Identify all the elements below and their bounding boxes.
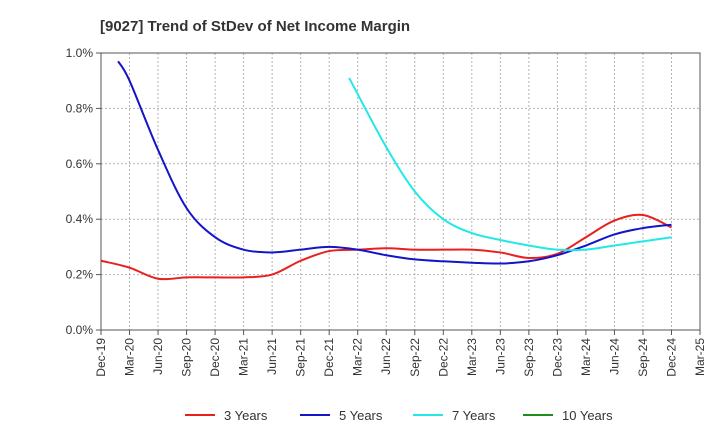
series-lines [100,60,672,281]
grid [101,52,700,330]
y-tick-label: 0.4% [66,212,94,226]
chart-title: [9027] Trend of StDev of Net Income Marg… [100,18,410,35]
x-tick-label: Dec-21 [322,338,336,377]
x-axis-ticks: Dec-19 Mar-20 Jun-20 Sep-20 Dec-20 Mar-21 Jun-… [94,330,707,377]
y-tick-label: 1.0% [66,46,94,60]
x-tick-label: Mar-21 [237,338,251,376]
x-tick-label: Mar-25 [693,338,707,376]
x-tick-label: Jun-22 [379,338,393,375]
x-tick-label: Sep-24 [636,338,650,377]
x-tick-label: Mar-20 [123,338,137,376]
legend: 3 Years 5 Years 7 Years 10 Years [185,408,613,423]
x-tick-label: Sep-21 [294,338,308,377]
x-tick-label: Sep-23 [522,338,536,377]
y-tick-label: 0.2% [66,268,94,282]
series-line-3-years [100,213,672,281]
series-line-5-years [117,60,672,265]
x-tick-label: Jun-23 [493,338,507,375]
x-tick-label: Jun-24 [607,338,621,375]
series-line-7-years [348,77,672,252]
legend-label-5-years: 5 Years [339,408,383,423]
x-tick-label: Jun-21 [265,338,279,375]
y-axis-ticks: 0.0% 0.2% 0.4% 0.6% 0.8% 1.0% [66,46,101,337]
x-tick-label: Dec-23 [550,338,564,377]
legend-label-3-years: 3 Years [224,408,268,423]
x-tick-label: Mar-22 [351,338,365,376]
legend-label-10-years: 10 Years [562,408,613,423]
x-tick-label: Sep-20 [180,338,194,377]
x-tick-label: Jun-20 [151,338,165,375]
x-tick-label: Dec-19 [94,338,108,377]
y-tick-label: 0.8% [66,101,94,115]
x-tick-label: Sep-22 [408,338,422,377]
x-tick-label: Dec-22 [436,338,450,377]
legend-label-7-years: 7 Years [452,408,496,423]
x-tick-label: Dec-20 [208,338,222,377]
axes [100,52,701,331]
x-tick-label: Mar-24 [579,338,593,376]
y-tick-label: 0.6% [66,157,94,171]
plot-frame [100,52,701,331]
x-tick-label: Mar-23 [465,338,479,376]
x-tick-label: Dec-24 [664,338,678,377]
y-tick-label: 0.0% [66,323,94,337]
